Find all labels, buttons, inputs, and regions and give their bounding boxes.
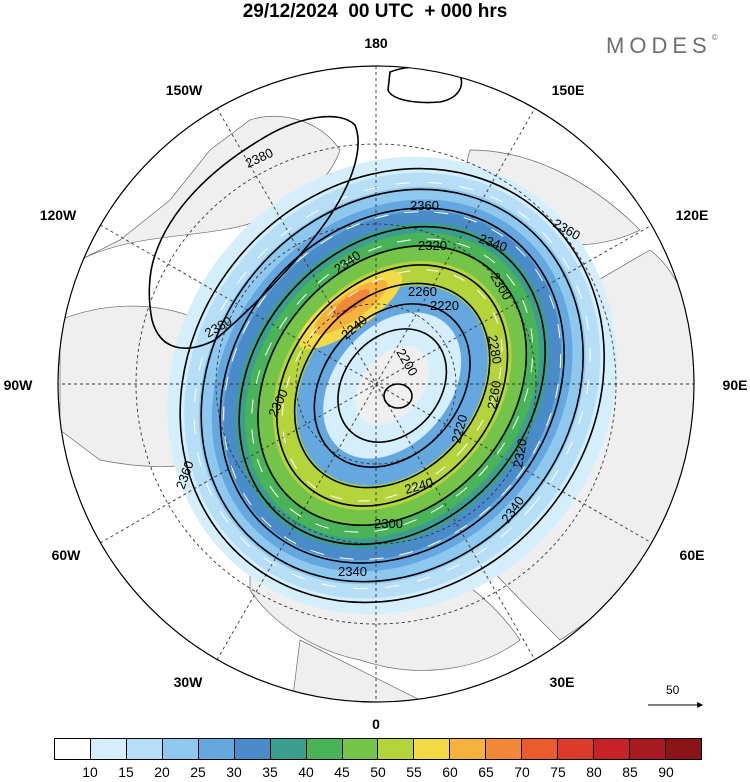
contour-label: 2220 — [448, 413, 470, 445]
contour-label: 2320 — [510, 437, 530, 468]
land-africa — [289, 639, 421, 702]
colorbar-swatch — [55, 739, 91, 759]
colorbar-tick-label: 70 — [514, 764, 530, 780]
colorbar-tick-label: 75 — [550, 764, 566, 780]
colorbar-swatch — [306, 739, 343, 759]
contour-label: 2320 — [418, 238, 447, 253]
lon-label-0: 0 — [372, 716, 380, 732]
contour-label: 2280 — [485, 334, 505, 365]
lon-label-150w: 150W — [166, 82, 203, 98]
lon-label-120e: 120E — [676, 207, 709, 223]
colorbar-ticks: 10 15 20 25 30 35 40 45 50 55 60 65 70 75 80 85 90 — [54, 764, 702, 780]
colorbar-tick-label: 10 — [82, 764, 98, 780]
lon-label-150e: 150E — [552, 82, 585, 98]
colorbar-tick-label: 25 — [190, 764, 206, 780]
colorbar-swatch — [630, 739, 666, 759]
colorbar-swatch — [342, 739, 379, 759]
lat-circle-75 — [295, 303, 457, 465]
contour-2360 — [179, 167, 605, 604]
lon-label-120w: 120W — [40, 207, 77, 223]
lon-label-90e: 90E — [723, 377, 748, 393]
contour-label: 2240 — [403, 475, 435, 497]
colorbar-swatch — [234, 739, 271, 759]
brand-logo: MODES© — [606, 33, 718, 59]
colorbar-tick-label: 65 — [478, 764, 494, 780]
lon-label-60w: 60W — [52, 547, 82, 563]
contour-2300 — [238, 225, 546, 546]
colorbar-tick-label: 20 — [154, 764, 170, 780]
colorbar-swatch — [378, 739, 415, 759]
contour-2380-pacific — [148, 115, 359, 349]
contour-label: 2260 — [408, 284, 437, 299]
colorbar-tick-label: 35 — [262, 764, 278, 780]
colorbar-swatch — [665, 739, 701, 759]
contour-label: 2220 — [430, 298, 459, 313]
contour-low-center — [383, 383, 413, 409]
page-title: 29/12/2024 00 UTC + 000 hrs — [242, 1, 508, 22]
contour-label: 2260 — [484, 379, 504, 410]
contour-2340 — [200, 188, 584, 583]
colorbar-swatch — [558, 739, 595, 759]
colorbar-swatch — [198, 739, 235, 759]
vector-reference-label: 50 — [666, 683, 680, 697]
contour-2220 — [313, 303, 471, 468]
contour-label: 2340 — [338, 564, 367, 579]
colorbar-swatch — [486, 739, 523, 759]
wind-vectors — [193, 181, 591, 590]
colorbar-tick-label: 45 — [334, 764, 350, 780]
colorbar-tick-label: 40 — [298, 764, 314, 780]
colorbar-tick-label: 85 — [622, 764, 638, 780]
colorbar-swatch — [126, 739, 163, 759]
streamline-mid — [223, 211, 562, 560]
colorbar-swatch — [594, 739, 630, 759]
colorbar-tick-label: 60 — [442, 764, 458, 780]
colorbar-swatch — [450, 739, 487, 759]
lon-label-30e: 30E — [550, 674, 575, 690]
colorbar-swatch — [162, 739, 199, 759]
colorbar-tick-label: 15 — [118, 764, 134, 780]
contour-2320 — [219, 207, 565, 564]
jet-streak-70 — [332, 289, 370, 317]
colorbar-tick-label: 90 — [658, 764, 674, 780]
map-border — [57, 65, 695, 703]
contour-label: 2360 — [410, 198, 439, 213]
colorbar-swatch — [522, 739, 559, 759]
contour-label: 2300 — [374, 516, 403, 531]
meridian-150-330 — [213, 102, 539, 666]
streamline-core — [281, 269, 503, 502]
brand-mark: © — [711, 33, 718, 42]
lon-label-180: 180 — [364, 35, 388, 51]
lon-label-90w: 90W — [4, 377, 34, 393]
contour-2280 — [257, 245, 528, 526]
contour-2240 — [293, 282, 491, 489]
colorbar-tick-label: 50 — [370, 764, 386, 780]
longitude-labels: 180 150E 120E 90E 60E 30E 0 30W 60W 90W … — [4, 35, 748, 732]
contour-2200 — [337, 328, 448, 443]
colorbar — [54, 738, 702, 760]
colorbar-tick-label: 30 — [226, 764, 242, 780]
lon-label-30w: 30W — [174, 674, 204, 690]
colorbar-swatch — [270, 739, 307, 759]
streamline-outer — [193, 181, 591, 590]
colorbar-tick-label: 55 — [406, 764, 422, 780]
brand-name: MODES — [606, 33, 712, 58]
colorbar-tick-label: 80 — [586, 764, 602, 780]
lon-label-60e: 60E — [680, 547, 705, 563]
height-contours — [148, 66, 605, 604]
colorbar-swatch — [414, 739, 451, 759]
contour-2260 — [276, 264, 509, 507]
polar-map: 2380 2380 2360 2360 2360 2340 2340 2340 … — [4, 35, 748, 732]
colorbar-swatch — [90, 739, 127, 759]
streamline-inner — [251, 238, 534, 533]
